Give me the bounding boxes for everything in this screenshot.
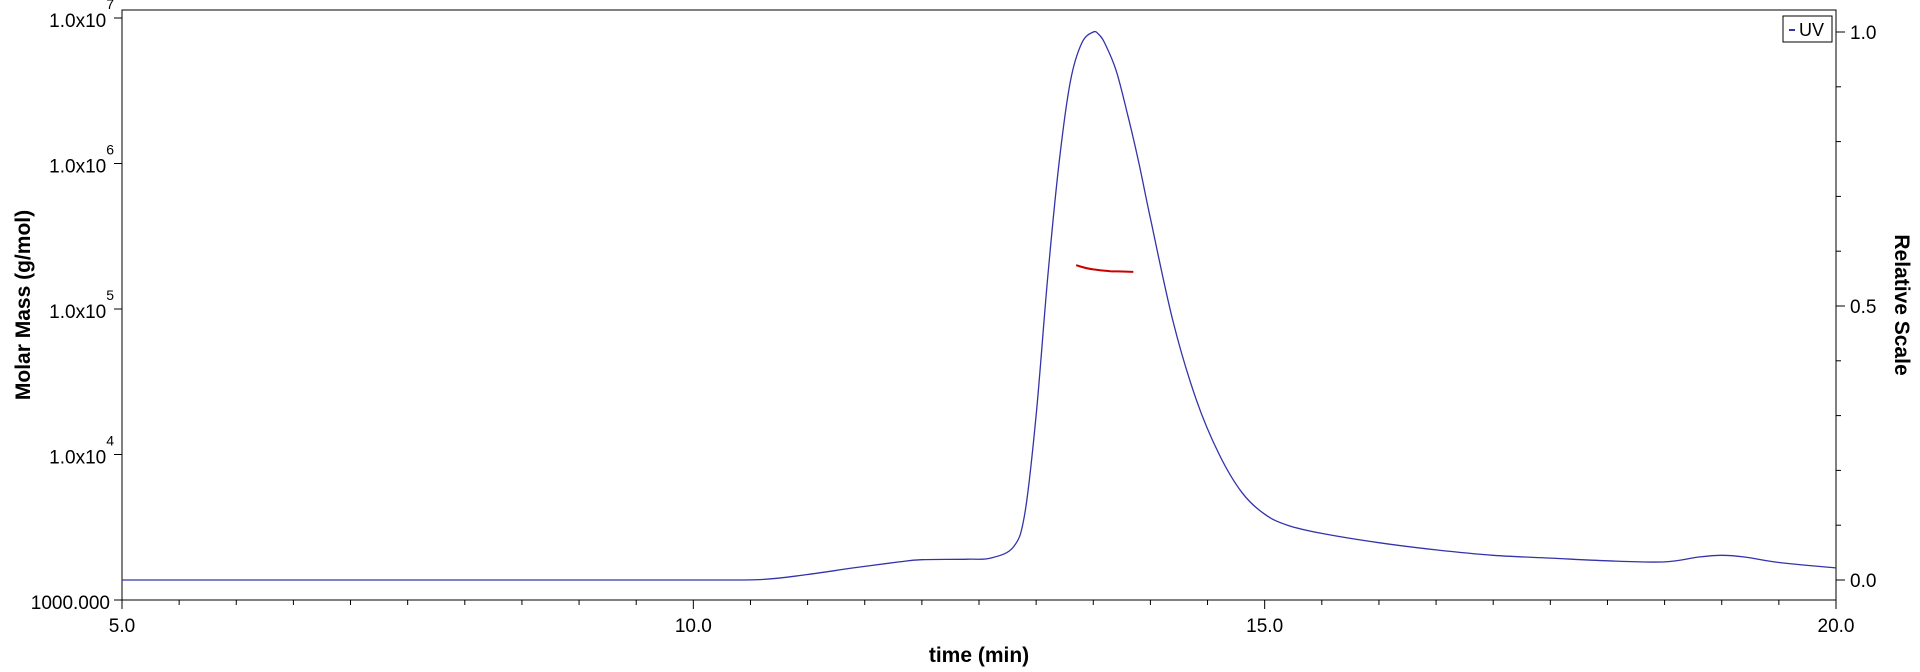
y-axis-right: 0.0 0.5 1.0: [1836, 23, 1876, 592]
y-tick-label: 1.0x106: [49, 142, 114, 178]
y-tick-label: 1.0x107: [49, 0, 114, 32]
y-tick-label: 1.0x105: [49, 287, 114, 323]
y-tick-label: 1000.000: [31, 593, 110, 614]
y2-tick-label: 1.0: [1850, 23, 1876, 44]
plot-area: [121, 9, 1837, 601]
y2-tick-label: 0.5: [1850, 297, 1876, 318]
y2-tick-label: 0.0: [1850, 571, 1876, 592]
uv-series-line: [122, 30, 1837, 581]
legend-entry-uv: UV: [1799, 20, 1824, 40]
molar-mass-series-line: [1075, 264, 1134, 273]
y-axis-title: Molar Mass (g/mol): [12, 210, 35, 400]
legend: UV: [1782, 15, 1833, 43]
x-tick-label: 10.0: [675, 616, 712, 637]
x-axis: 5.0 10.0 15.0 20.0: [109, 600, 1855, 637]
series-layer: [122, 30, 1837, 581]
x-axis-title: time (min): [929, 644, 1029, 667]
y-tick-label: 1.0x104: [49, 433, 114, 469]
x-tick-label: 15.0: [1246, 616, 1283, 637]
y2-axis-title: Relative Scale: [1890, 234, 1913, 375]
x-tick-label: 5.0: [109, 616, 135, 637]
y-axis-left: 1000.000 1.0x104 1.0x105 1.0x106 1.0x107: [31, 0, 122, 614]
x-tick-label: 20.0: [1818, 616, 1855, 637]
